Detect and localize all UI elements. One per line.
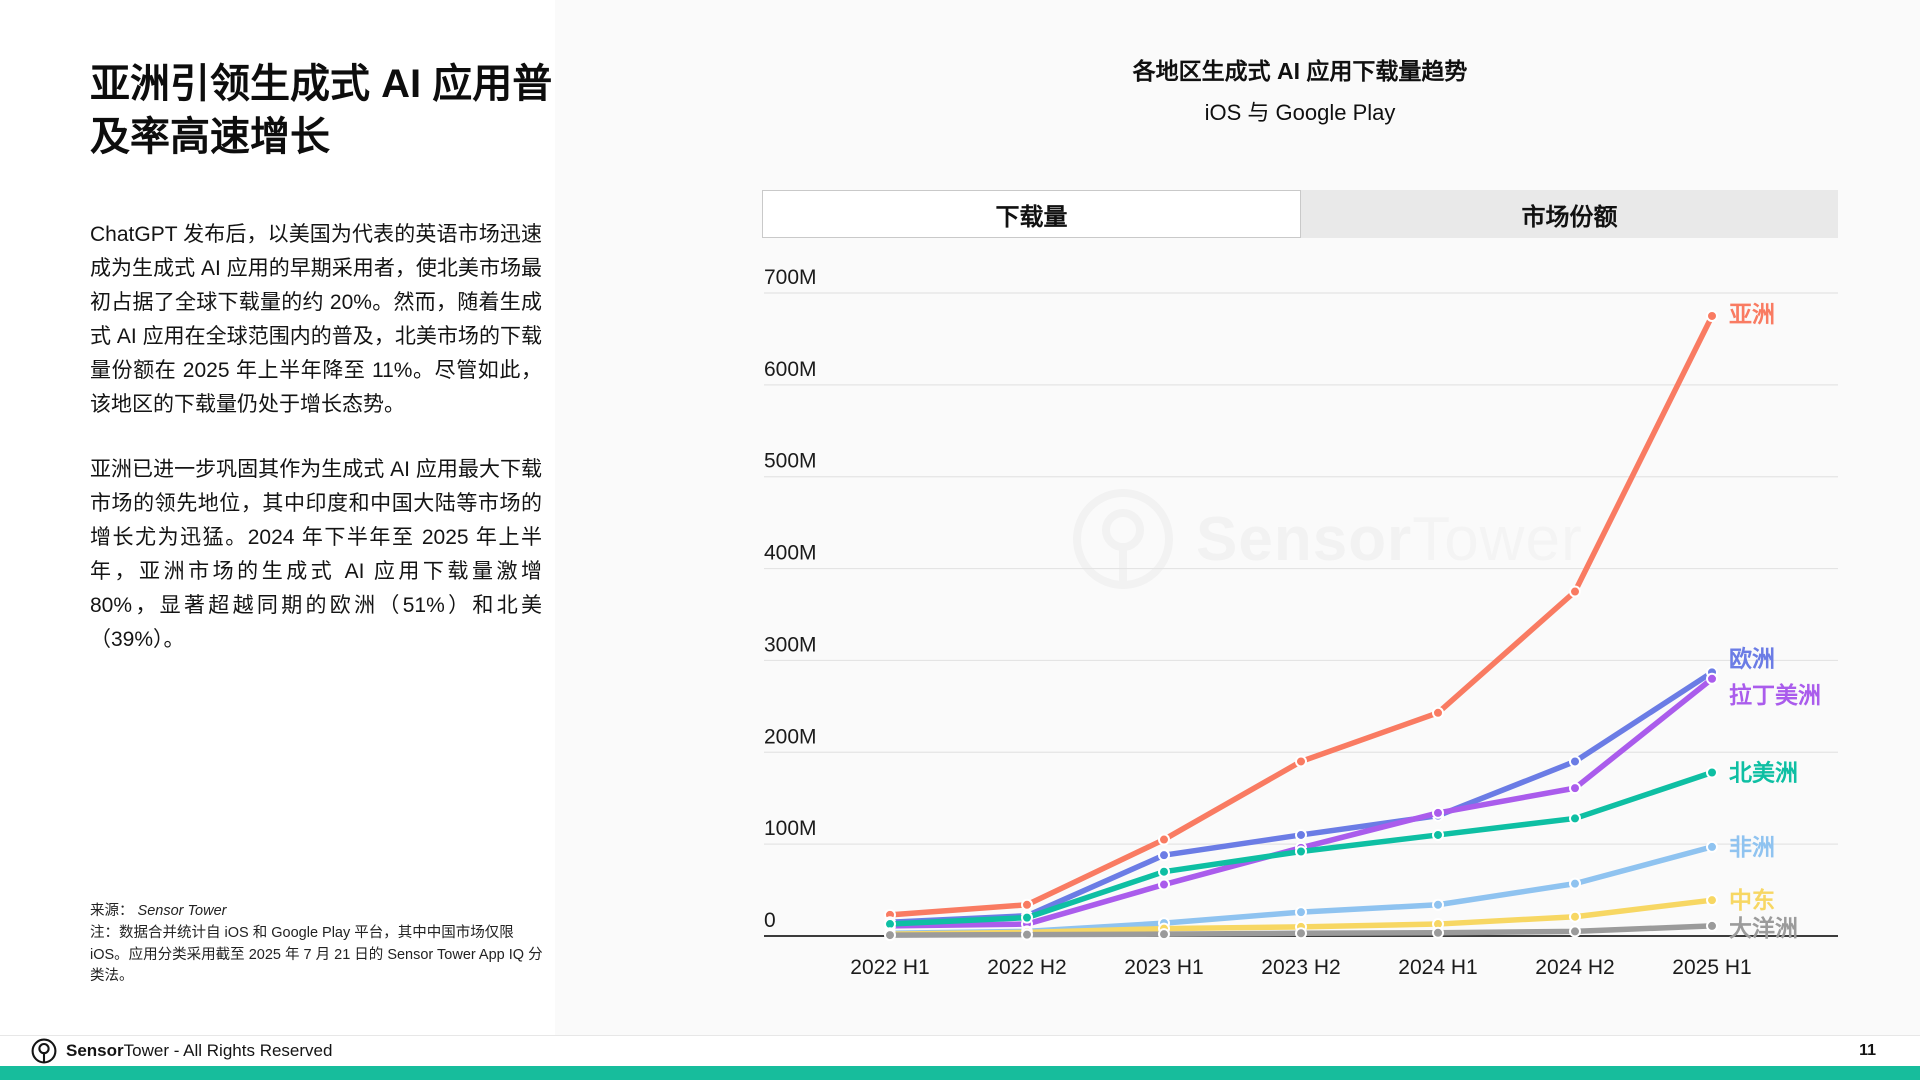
series-label: 北美洲 (1729, 759, 1798, 785)
y-tick-label: 0 (764, 909, 776, 932)
data-point (1158, 928, 1170, 941)
data-point (1295, 927, 1307, 940)
x-tick-label: 2023 H2 (1261, 956, 1340, 979)
data-point (1432, 806, 1444, 819)
x-tick-label: 2024 H1 (1398, 956, 1477, 979)
series-label: 非洲 (1729, 834, 1775, 860)
y-tick-label: 400M (764, 542, 817, 565)
data-point (1158, 878, 1170, 891)
tab-downloads[interactable]: 下载量 (762, 190, 1301, 238)
series-label: 亚洲 (1729, 301, 1775, 327)
x-tick-label: 2024 H2 (1535, 956, 1614, 979)
x-tick-label: 2025 H1 (1672, 956, 1751, 979)
footer-brand: SensorTower - All Rights Reserved (30, 1037, 332, 1065)
footer-brand-text: SensorTower - All Rights Reserved (66, 1041, 333, 1060)
data-point (1569, 925, 1581, 938)
source-line: 来源： Sensor Tower (90, 901, 552, 923)
data-point (1706, 309, 1718, 322)
data-point (1569, 877, 1581, 890)
data-point (1295, 845, 1307, 858)
footer-accent-bar (0, 1066, 1920, 1080)
sensor-tower-logo-icon (1073, 489, 1173, 589)
series-line (887, 676, 1715, 929)
x-tick-label: 2022 H1 (850, 956, 929, 979)
source-label: 来源： (90, 903, 134, 919)
page-number: 11 (1859, 1042, 1876, 1059)
line-chart: 0 100M 200M 300M 400M 500M 600M 700M 2022 H1 2022… (764, 266, 1838, 979)
y-tick-label: 500M (764, 450, 817, 473)
y-tick-label: 700M (764, 266, 817, 289)
data-point (1021, 928, 1033, 941)
data-point (1706, 672, 1718, 685)
data-point (1706, 840, 1718, 853)
chart-header: 各地区生成式 AI 应用下载量趋势 iOS 与 Google Play (762, 52, 1838, 127)
series-label: 拉丁美洲 (1729, 682, 1821, 708)
data-point (1295, 828, 1307, 841)
series-line (887, 313, 1715, 918)
tab-market-share[interactable]: 市场份额 (1521, 203, 1618, 231)
data-point (1295, 755, 1307, 768)
data-point (1158, 833, 1170, 846)
data-point (1432, 898, 1444, 911)
data-point (884, 929, 896, 942)
chart-tabs: 下载量 市场份额 (762, 190, 1838, 238)
y-tick-label: 200M (764, 725, 817, 748)
sensor-tower-logo-icon (31, 1038, 57, 1064)
chart-title: 各地区生成式 AI 应用下载量趋势 (1132, 58, 1468, 84)
chart-subtitle: iOS 与 Google Play (1204, 100, 1396, 125)
data-point (1158, 865, 1170, 878)
footnote: 来源： Sensor Tower 注：数据合并统计自 iOS 和 Google … (90, 901, 552, 988)
data-point (1569, 782, 1581, 795)
paragraph-2: 亚洲已进一步巩固其作为生成式 AI 应用最大下载市场的领先地位，其中印度和中国大… (90, 458, 542, 652)
data-point (1432, 706, 1444, 719)
series-label: 中东 (1729, 887, 1775, 913)
data-point (1706, 919, 1718, 932)
data-point (1158, 849, 1170, 862)
note-line: 注：数据合并统计自 iOS 和 Google Play 平台，其中中国市场仅限 … (90, 924, 543, 985)
data-point (1569, 755, 1581, 768)
data-point (1706, 766, 1718, 779)
x-tick-label: 2023 H1 (1124, 956, 1203, 979)
data-point (1569, 812, 1581, 825)
left-panel: 亚洲引领生成式 AI 应用普及率高速增长 ChatGPT 发布后，以美国为代表的… (0, 0, 555, 1035)
x-tick-label: 2022 H2 (987, 956, 1066, 979)
data-point (1021, 911, 1033, 924)
y-tick-label: 600M (764, 358, 817, 381)
series-label: 大洋洲 (1729, 915, 1798, 941)
y-tick-label: 300M (764, 633, 817, 656)
data-point (1432, 828, 1444, 841)
data-point (1295, 906, 1307, 919)
data-point (1021, 898, 1033, 911)
source-value: Sensor Tower (137, 903, 227, 919)
paragraph-1: ChatGPT 发布后，以美国为代表的英语市场迅速成为生成式 AI 应用的早期采… (90, 223, 542, 417)
series-line (887, 669, 1715, 925)
footer: SensorTower - All Rights Reserved 11 (0, 1035, 1920, 1066)
watermark: SensorTower (1070, 486, 1583, 592)
chart-panel: 各地区生成式 AI 应用下载量趋势 iOS 与 Google Play 下载量 … (555, 0, 1920, 1035)
data-point (1706, 894, 1718, 907)
series-label: 欧洲 (1729, 645, 1775, 671)
data-point (1432, 926, 1444, 939)
data-point (1569, 585, 1581, 598)
chart-title-ai: AI (1277, 58, 1300, 84)
y-tick-label: 100M (764, 817, 817, 840)
data-point (1569, 910, 1581, 923)
watermark-text: SensorTower (1196, 504, 1583, 574)
page-title: 亚洲引领生成式 AI 应用普及率高速增长 (90, 62, 553, 159)
